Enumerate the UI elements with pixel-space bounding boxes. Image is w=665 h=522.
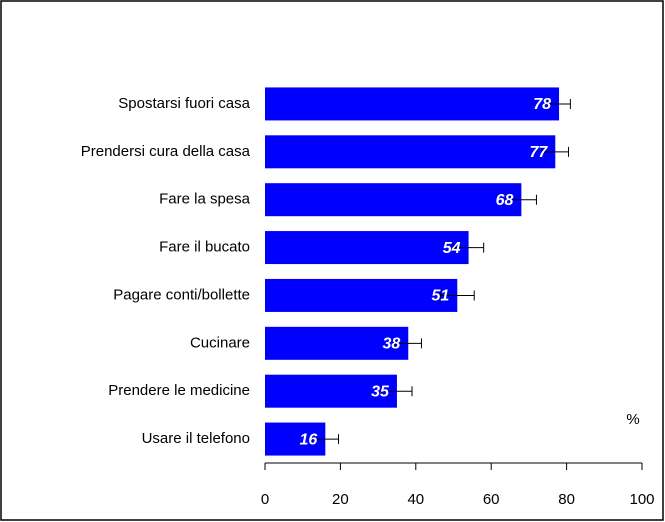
x-tick-label: 100 <box>629 491 654 508</box>
error-bar <box>394 338 422 349</box>
y-tick-label: Prendere le medicine <box>108 382 250 399</box>
bar <box>265 278 458 312</box>
y-tick-label: Pagare conti/bollette <box>113 286 250 303</box>
value-label: 54 <box>443 240 461 257</box>
y-tick-label: Usare il telefono <box>142 430 250 447</box>
value-label: 35 <box>371 383 390 400</box>
x-tick-label: 40 <box>407 491 424 508</box>
bar <box>265 135 556 169</box>
error-bar <box>381 386 413 397</box>
error-bar <box>453 242 485 253</box>
unit-label: % <box>626 411 639 428</box>
bar <box>265 326 409 360</box>
bar <box>265 183 522 217</box>
bar <box>265 231 469 265</box>
error-bar <box>541 146 569 157</box>
y-tick-label: Fare il bucato <box>159 239 250 256</box>
error-bar <box>439 290 475 301</box>
value-label: 38 <box>382 336 400 353</box>
value-label: 16 <box>300 431 318 448</box>
error-bar <box>311 434 340 445</box>
value-label: 78 <box>533 96 551 113</box>
error-bar <box>547 98 571 109</box>
x-tick-label: 80 <box>558 491 575 508</box>
y-tick-label: Prendersi cura della casa <box>81 143 251 160</box>
value-label: 77 <box>529 144 548 161</box>
x-tick-label: 0 <box>261 491 269 508</box>
bar <box>265 374 397 408</box>
y-tick-label: Cucinare <box>190 334 250 351</box>
value-label: 68 <box>496 192 514 209</box>
y-tick-label: Spostarsi fuori casa <box>118 95 250 112</box>
bar <box>265 87 560 121</box>
value-label: 51 <box>431 288 449 305</box>
y-tick-label: Fare la spesa <box>159 191 251 208</box>
error-bar <box>505 194 537 205</box>
x-tick-label: 20 <box>332 491 349 508</box>
x-tick-label: 60 <box>483 491 500 508</box>
